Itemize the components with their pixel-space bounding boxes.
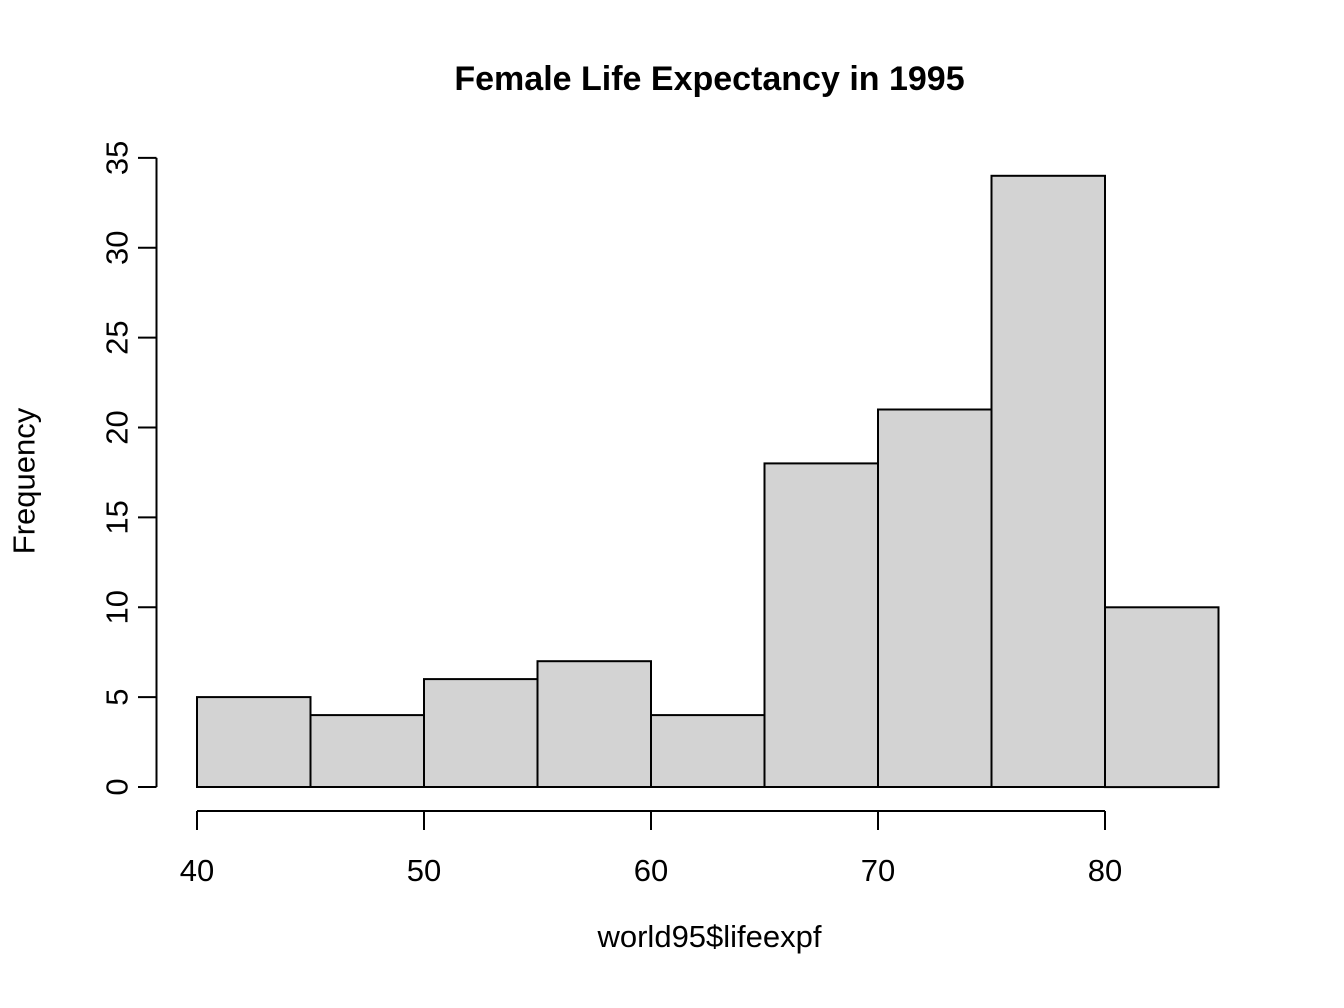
histogram-bar [196,696,312,788]
x-axis: 40 50 60 70 80 [180,810,1122,888]
y-tick-label: 20 [100,410,135,444]
y-tick-label: 0 [100,778,135,795]
histogram-bar [1104,606,1220,789]
histogram-bars [196,174,1220,789]
histogram-bar [536,660,652,789]
y-tick-label: 10 [100,590,135,624]
x-tick-label: 40 [180,853,214,888]
y-tick-label: 25 [100,320,135,354]
x-tick-label: 70 [861,853,895,888]
histogram-bar [877,408,993,788]
histogram-bar [763,462,879,788]
x-tick-label: 80 [1088,853,1122,888]
y-tick-label: 5 [100,688,135,705]
chart-title: Female Life Expectancy in 1995 [454,60,965,98]
histogram-bar [423,678,539,788]
y-axis: 0 5 10 15 20 25 30 35 [100,141,158,796]
y-tick-label: 30 [100,231,135,265]
histogram-bar [309,714,425,788]
x-axis-label: world95$lifeexpf [597,919,822,954]
histogram-bar [990,174,1106,789]
y-axis-label: Frequency [6,407,42,555]
y-tick-label: 15 [100,500,135,534]
y-tick-label: 35 [100,141,135,175]
histogram-bar [650,714,766,788]
x-tick-label: 50 [407,853,441,888]
x-tick-label: 60 [634,853,668,888]
